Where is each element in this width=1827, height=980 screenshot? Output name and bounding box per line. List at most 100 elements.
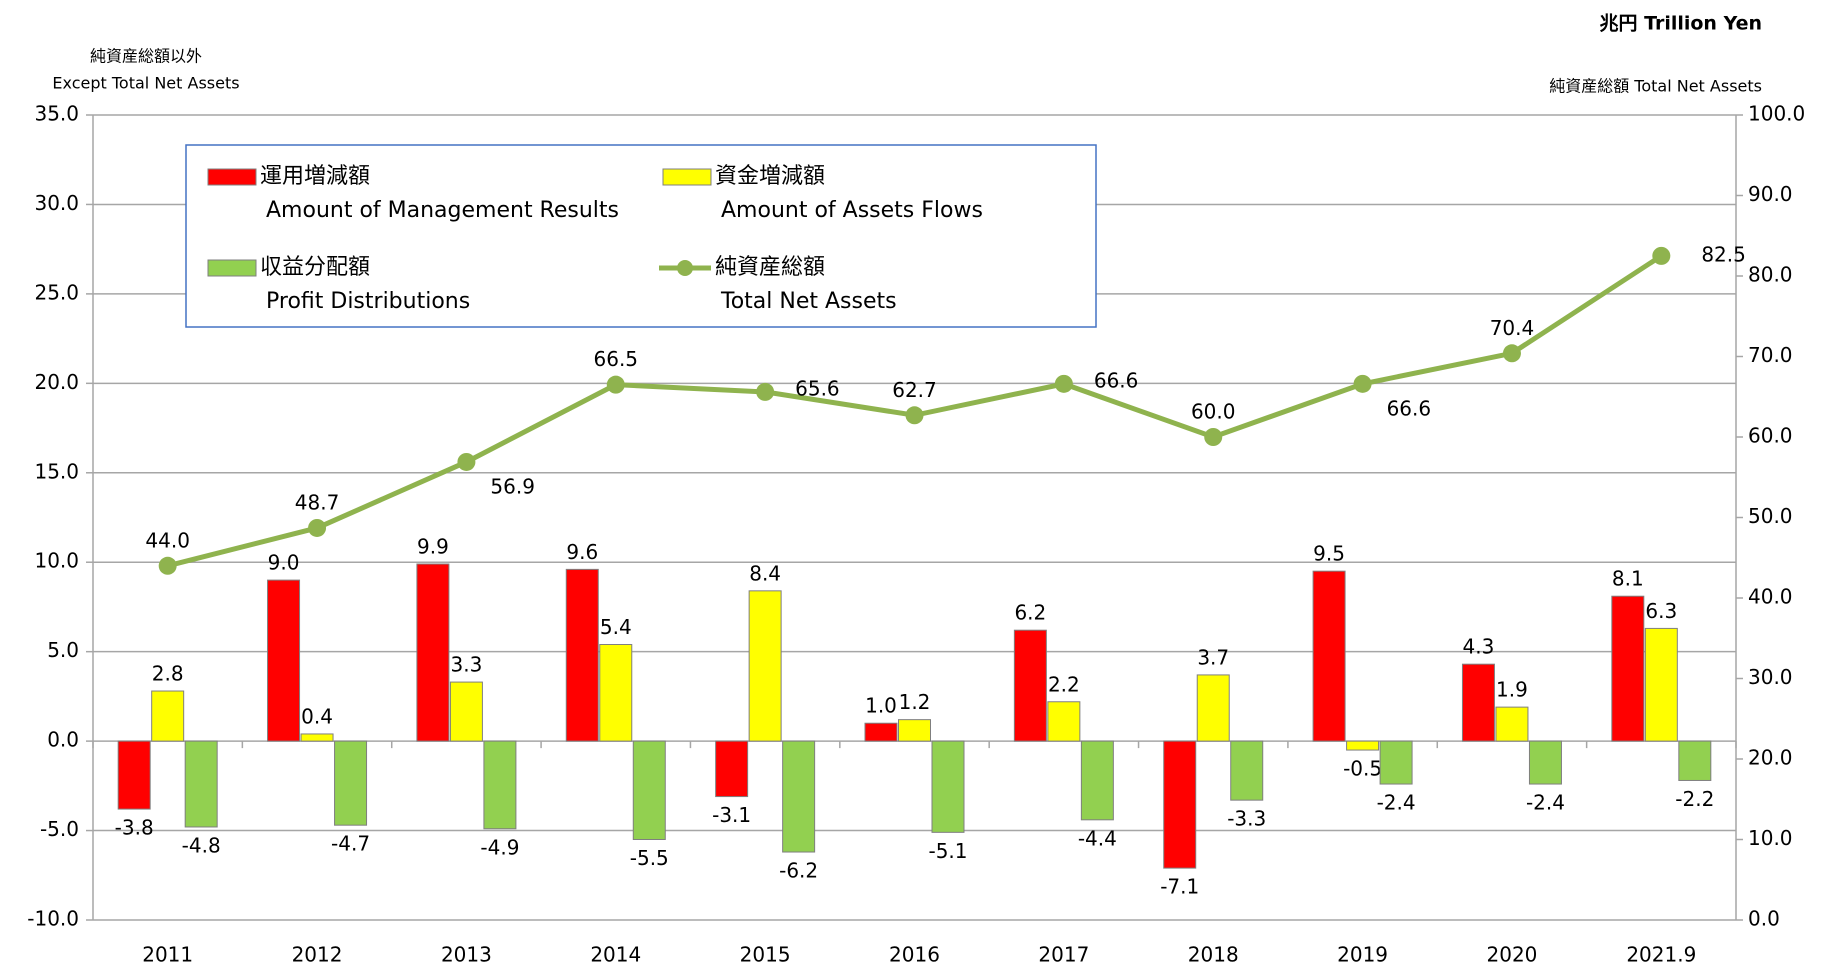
line-value-label: 62.7 — [892, 378, 937, 402]
bar — [898, 719, 931, 742]
line-value-label: 65.6 — [795, 376, 840, 400]
y2-tick-label: 30.0 — [1748, 665, 1793, 689]
y2-tick-label: 20.0 — [1748, 746, 1793, 770]
y-axis-label-ja: 純資産総額以外 — [90, 47, 202, 66]
y2-tick-label: 60.0 — [1748, 424, 1793, 448]
bar-value-label: 9.6 — [566, 540, 598, 564]
bar-value-label: 4.3 — [1463, 635, 1495, 659]
legend-label-en: Profit Distributions — [266, 289, 470, 314]
bar — [864, 722, 898, 742]
line-value-label: 44.0 — [145, 528, 190, 552]
bar — [715, 740, 749, 798]
legend-label: 収益分配額 — [260, 255, 370, 280]
bar-value-label: 9.0 — [268, 551, 300, 575]
bar — [300, 733, 334, 742]
y-axis-label: Except Total Net Assets — [52, 74, 239, 93]
line-point — [905, 406, 924, 425]
bar — [151, 690, 185, 742]
x-tick-label: 2012 — [292, 943, 343, 967]
x-tick-label: 2015 — [740, 943, 791, 967]
line-value-label: 60.0 — [1191, 400, 1236, 424]
bar — [1013, 629, 1047, 742]
legend-label: 純資産総額 — [715, 255, 825, 280]
bar-value-label: -4.7 — [331, 832, 370, 856]
x-tick-label: 2011 — [142, 943, 193, 967]
bar-value-label: 3.3 — [451, 653, 483, 677]
line-value-label: 66.6 — [1094, 368, 1139, 392]
legend-box — [185, 144, 1097, 328]
x-tick-label: 2017 — [1038, 943, 1089, 967]
x-tick-label: 2021.9 — [1626, 943, 1696, 967]
bar — [565, 568, 599, 742]
y-tick-label: -10.0 — [27, 907, 79, 931]
bar — [748, 590, 782, 742]
line-point — [457, 452, 476, 471]
bar-value-label: -3.3 — [1227, 807, 1266, 831]
y2-tick-label: 90.0 — [1748, 182, 1793, 206]
y-tick-label: 5.0 — [47, 638, 79, 662]
bar-value-label: -3.8 — [115, 816, 154, 840]
y-tick-label: 0.0 — [47, 728, 79, 752]
bar-value-label: -4.8 — [182, 833, 221, 857]
x-tick-label: 2013 — [441, 943, 492, 967]
y-tick-label: 30.0 — [34, 191, 79, 215]
unit-label: 兆円 Trillion Yen — [1599, 13, 1762, 35]
bar-value-label: 1.9 — [1496, 678, 1528, 702]
bar — [1346, 740, 1380, 751]
legend-swatch — [662, 168, 712, 186]
y2-tick-label: 10.0 — [1748, 826, 1793, 850]
bar-value-label: -0.5 — [1343, 757, 1382, 781]
line-value-label: 66.6 — [1387, 396, 1432, 420]
bar-value-label: 3.7 — [1197, 645, 1229, 669]
bar-value-label: 1.0 — [865, 694, 897, 718]
bar — [449, 681, 483, 742]
bar — [599, 644, 633, 742]
bar — [1080, 740, 1114, 821]
y2-tick-label: 40.0 — [1748, 585, 1793, 609]
y2-tick-label: 70.0 — [1748, 343, 1793, 367]
line-value-label: 56.9 — [490, 474, 535, 498]
bar-value-label: -5.5 — [630, 846, 669, 870]
bar-value-label: 6.2 — [1014, 601, 1046, 625]
x-tick-label: 2019 — [1337, 943, 1388, 967]
legend-label-en: Amount of Assets Flows — [721, 198, 983, 223]
bar — [931, 740, 965, 833]
bar-value-label: 8.4 — [749, 561, 781, 585]
bar-value-label: -2.4 — [1526, 791, 1565, 815]
line-point — [606, 375, 625, 394]
legend-label: 資金増減額 — [715, 164, 825, 189]
bar-value-label: 6.3 — [1645, 599, 1677, 623]
bar — [1163, 740, 1197, 869]
legend-swatch — [207, 259, 257, 277]
bar — [1047, 701, 1081, 742]
x-tick-label: 2020 — [1487, 943, 1538, 967]
line-value-label: 66.5 — [594, 347, 639, 371]
bar — [184, 740, 218, 828]
y-tick-label: 35.0 — [34, 102, 79, 126]
line-value-label: 70.4 — [1490, 316, 1535, 340]
line-point — [1353, 374, 1372, 393]
bar — [1495, 706, 1529, 742]
y2-tick-label: 50.0 — [1748, 504, 1793, 528]
line-value-label: 48.7 — [295, 490, 340, 514]
y2-axis-label: 純資産総額 Total Net Assets — [1549, 77, 1762, 96]
bar — [1611, 595, 1645, 742]
bar — [117, 740, 151, 810]
bar — [1230, 740, 1264, 801]
y2-tick-label: 100.0 — [1748, 102, 1805, 126]
bar-value-label: -2.4 — [1377, 791, 1416, 815]
bar — [632, 740, 666, 840]
y-tick-label: 25.0 — [34, 280, 79, 304]
line-point — [756, 382, 775, 401]
x-tick-label: 2016 — [889, 943, 940, 967]
bar-value-label: -3.1 — [712, 803, 751, 827]
bar-value-label: 9.9 — [417, 535, 449, 559]
legend-label-en: Amount of Management Results — [266, 198, 619, 223]
legend-label: 運用増減額 — [260, 164, 370, 189]
bar-value-label: 9.5 — [1313, 542, 1345, 566]
bar-value-label: -6.2 — [779, 859, 818, 883]
bar-value-label: 0.4 — [301, 704, 333, 728]
bar — [483, 740, 517, 830]
bar-value-label: 2.2 — [1048, 672, 1080, 696]
